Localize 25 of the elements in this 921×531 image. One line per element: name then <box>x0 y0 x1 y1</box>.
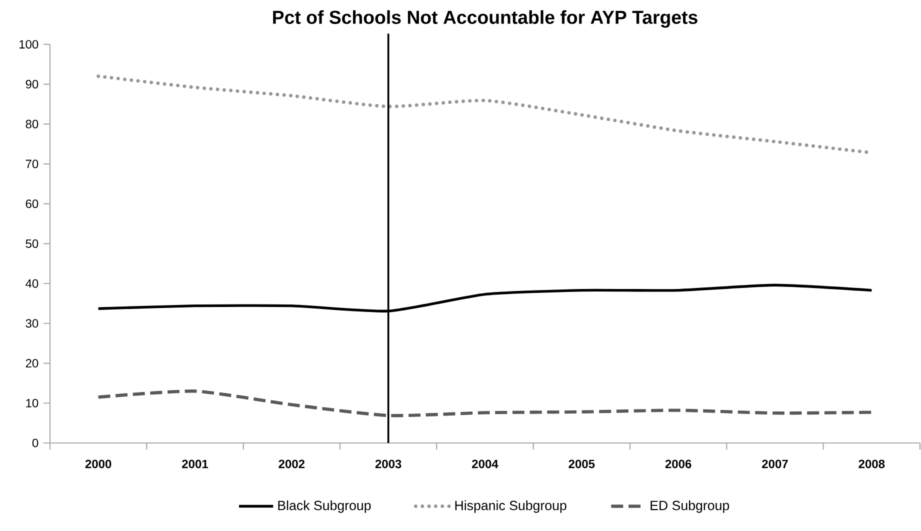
y-tick-label: 70 <box>26 160 38 168</box>
x-tick-label: 2008 <box>858 460 885 468</box>
y-tick-label: 60 <box>26 200 38 208</box>
x-tick-label: 2003 <box>375 460 402 468</box>
y-tick-label: 40 <box>26 279 38 288</box>
x-tick-label: 2001 <box>182 460 208 468</box>
x-tick-label: 2005 <box>568 460 595 468</box>
y-tick-label: 80 <box>26 120 38 128</box>
x-tick-label: 2004 <box>472 460 498 468</box>
y-tick-label: 10 <box>26 398 38 408</box>
y-tick-label: 0 <box>32 438 38 448</box>
y-tick-label: 90 <box>26 80 38 88</box>
x-tick-label: 2006 <box>665 460 692 468</box>
y-tick-label: 100 <box>20 40 38 49</box>
legend-label: ED Subgroup <box>650 500 730 513</box>
y-tick-label: 30 <box>26 319 38 328</box>
y-tick-label: 20 <box>26 359 38 368</box>
x-tick-label: 2000 <box>85 460 112 468</box>
x-tick-label: 2007 <box>762 460 788 468</box>
legend-label: Hispanic Subgroup <box>455 500 566 513</box>
line-series <box>96 390 874 418</box>
legend-label: Black Subgroup <box>278 500 371 513</box>
y-tick-label: 50 <box>26 239 38 248</box>
chart-title: Pct of Schools Not Accountable for AYP Targets <box>273 10 698 28</box>
x-tick-label: 2002 <box>278 460 305 468</box>
